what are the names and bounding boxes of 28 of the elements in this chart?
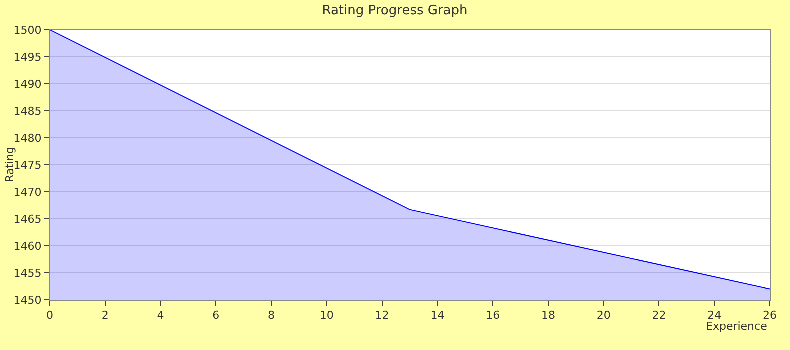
y-tick-label: 1485 <box>14 104 42 118</box>
x-tick-label: 24 <box>708 309 722 322</box>
x-tick-label: 10 <box>320 309 334 322</box>
x-tick-label: 12 <box>375 309 390 322</box>
x-tick-label: 8 <box>268 309 276 322</box>
y-tick-label: 1480 <box>14 132 42 145</box>
y-tick-label: 1470 <box>14 186 42 199</box>
x-tick-label: 16 <box>486 309 500 322</box>
x-tick-label: 14 <box>430 309 445 322</box>
y-tick-label: 1450 <box>14 294 42 307</box>
y-tick-label: 1460 <box>14 240 42 253</box>
y-tick-label: 1500 <box>14 24 42 37</box>
y-tick-label: 1495 <box>14 50 42 64</box>
y-tick-label: 1465 <box>14 212 42 226</box>
y-axis-title: Rating <box>4 147 16 182</box>
x-tick-label: 0 <box>46 309 54 322</box>
y-tick-label: 1455 <box>14 266 42 280</box>
chart-title: Rating Progress Graph <box>322 3 468 18</box>
x-tick-label: 6 <box>212 309 220 322</box>
x-tick-label: 18 <box>541 309 556 322</box>
y-tick-label: 1490 <box>14 78 42 91</box>
x-tick-label: 20 <box>596 309 611 322</box>
x-tick-label: 26 <box>763 309 777 322</box>
x-axis-title: Experience <box>706 320 768 333</box>
x-tick-label: 22 <box>652 309 666 322</box>
y-tick-label: 1475 <box>14 158 42 172</box>
x-tick-label: 4 <box>157 309 164 322</box>
x-tick-label: 2 <box>102 309 109 322</box>
